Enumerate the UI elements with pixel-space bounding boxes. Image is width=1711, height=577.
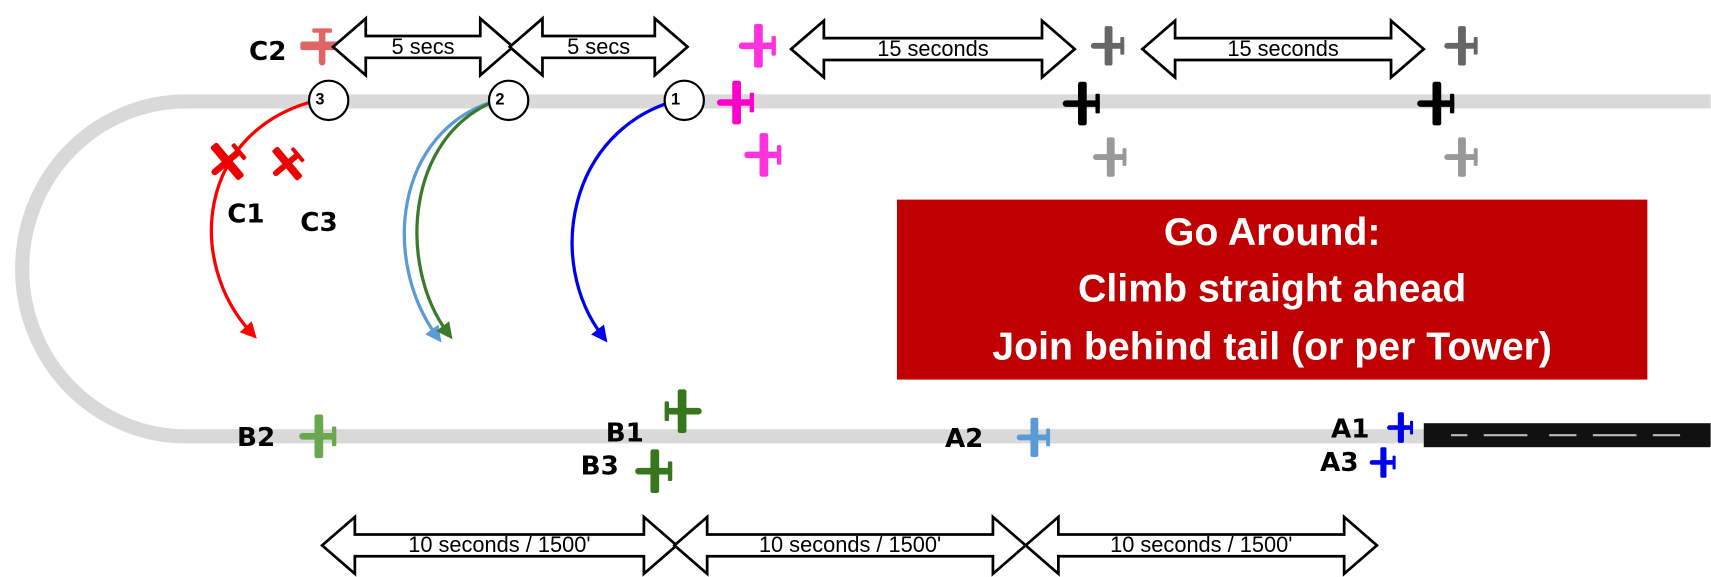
callout-line: Join behind tail (or per Tower) — [992, 324, 1552, 368]
aircraft-label: A2 — [945, 424, 983, 454]
arrow-label: 10 seconds / 1500' — [408, 532, 590, 557]
aircraft-label: B2 — [237, 423, 275, 453]
callout: Go Around: Climb straight ahead Join beh… — [897, 200, 1647, 380]
arrow-label: 5 secs — [392, 34, 455, 59]
diagram: 5 secs 5 secs 15 seconds 15 seconds 10 secon… — [0, 0, 1711, 577]
runway — [1424, 423, 1711, 447]
arrow-label: 15 seconds — [1227, 36, 1339, 61]
aircraft-label: C3 — [300, 208, 337, 238]
aircraft-label: B3 — [581, 451, 619, 481]
aircraft-label: C2 — [249, 37, 286, 67]
turn-paths — [211, 100, 676, 336]
arrow-label: 10 seconds / 1500' — [1110, 532, 1292, 557]
callout-line: Climb straight ahead — [1078, 267, 1466, 311]
waypoint-label: 2 — [495, 91, 504, 109]
waypoint-label: 3 — [315, 91, 324, 109]
aircraft-label: A3 — [1320, 448, 1358, 478]
aircraft-label: C1 — [227, 199, 264, 229]
waypoint-label: 1 — [671, 91, 680, 109]
arrow-label: 5 secs — [567, 34, 630, 59]
aircraft-label: A1 — [1331, 414, 1369, 444]
arrow-label: 10 seconds / 1500' — [759, 532, 941, 557]
aircraft-label: B1 — [606, 419, 644, 449]
arrow-label: 15 seconds — [877, 36, 989, 61]
callout-line: Go Around: — [1164, 210, 1381, 254]
